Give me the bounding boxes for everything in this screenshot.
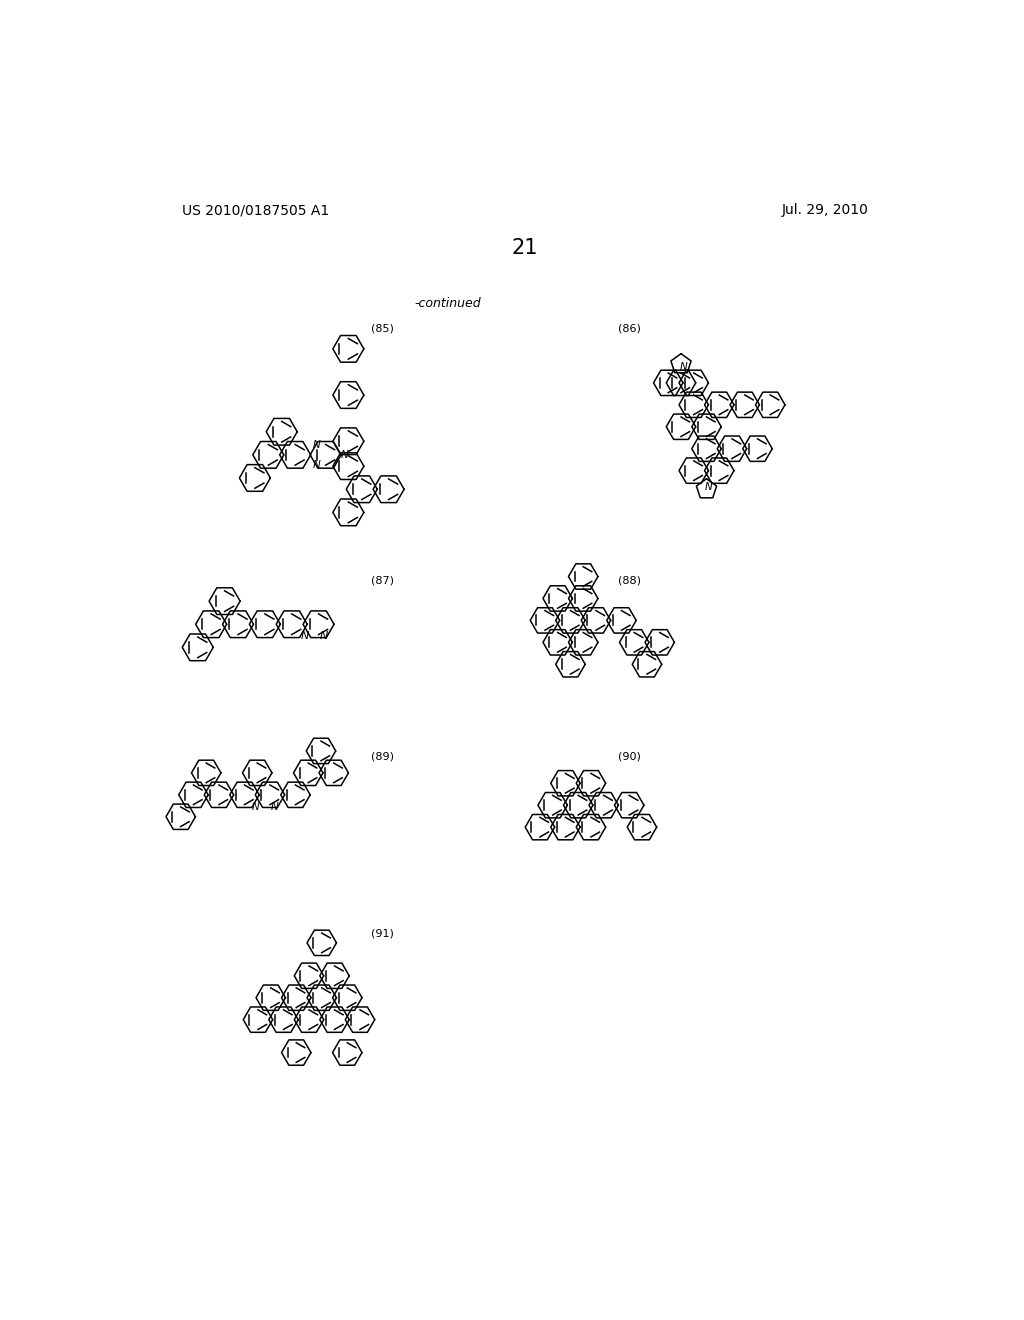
Text: (90): (90) [617,751,641,762]
Text: N: N [319,631,328,640]
Text: (86): (86) [617,323,641,334]
Text: (88): (88) [617,576,641,586]
Text: -continued: -continued [415,297,481,310]
Text: N: N [312,440,321,450]
Text: N: N [705,482,713,492]
Text: N: N [340,450,348,459]
Text: N: N [680,362,687,371]
Text: N: N [271,801,279,812]
Text: Jul. 29, 2010: Jul. 29, 2010 [781,203,868,216]
Text: US 2010/0187505 A1: US 2010/0187505 A1 [182,203,330,216]
Text: N: N [301,631,309,640]
Text: 21: 21 [512,238,538,257]
Text: (91): (91) [371,928,393,939]
Text: (87): (87) [371,576,393,586]
Text: N: N [312,461,321,470]
Text: N: N [252,801,260,812]
Text: (89): (89) [371,751,393,762]
Text: (85): (85) [371,323,393,334]
